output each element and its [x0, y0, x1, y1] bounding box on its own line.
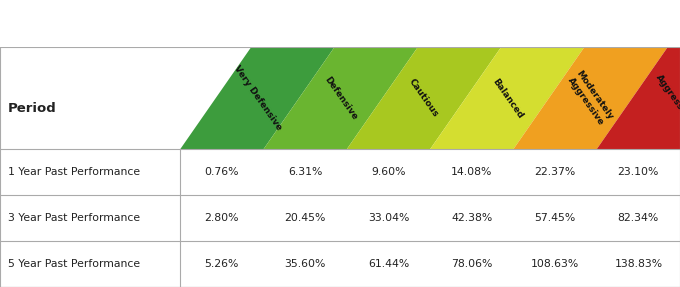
Text: Very Defensive: Very Defensive — [231, 64, 283, 132]
Text: Yodelar Model Investment Portfolio Performance: Yodelar Model Investment Portfolio Perfo… — [10, 15, 489, 33]
Polygon shape — [430, 47, 584, 149]
Text: 3 Year Past Performance: 3 Year Past Performance — [8, 213, 140, 223]
Text: 2.80%: 2.80% — [205, 213, 239, 223]
Text: Balanced: Balanced — [490, 77, 524, 120]
Text: 20.45%: 20.45% — [284, 213, 326, 223]
Polygon shape — [347, 47, 501, 149]
Text: 57.45%: 57.45% — [534, 213, 576, 223]
Text: Cautious: Cautious — [407, 77, 441, 119]
Text: 42.38%: 42.38% — [451, 213, 492, 223]
Text: 108.63%: 108.63% — [531, 259, 579, 269]
Text: 6.31%: 6.31% — [288, 167, 322, 177]
Polygon shape — [264, 47, 418, 149]
Polygon shape — [597, 47, 680, 149]
Text: 33.04%: 33.04% — [368, 213, 409, 223]
Text: 35.60%: 35.60% — [284, 259, 326, 269]
Text: Defensive: Defensive — [322, 75, 359, 122]
Text: 138.83%: 138.83% — [614, 259, 662, 269]
Text: 9.60%: 9.60% — [371, 167, 406, 177]
Text: 23.10%: 23.10% — [617, 167, 659, 177]
Text: 5 Year Past Performance: 5 Year Past Performance — [8, 259, 140, 269]
Text: 82.34%: 82.34% — [617, 213, 659, 223]
Text: 22.37%: 22.37% — [534, 167, 576, 177]
Text: Period: Period — [8, 102, 57, 115]
Text: 1 Year Past Performance: 1 Year Past Performance — [8, 167, 140, 177]
Text: 5.26%: 5.26% — [205, 259, 239, 269]
Text: 14.08%: 14.08% — [451, 167, 492, 177]
Text: Aggressive: Aggressive — [654, 73, 680, 124]
Polygon shape — [180, 47, 335, 149]
Text: Moderately
Aggressive: Moderately Aggressive — [566, 69, 615, 127]
Text: 78.06%: 78.06% — [451, 259, 492, 269]
Text: 61.44%: 61.44% — [368, 259, 409, 269]
Polygon shape — [513, 47, 668, 149]
Text: 0.76%: 0.76% — [205, 167, 239, 177]
